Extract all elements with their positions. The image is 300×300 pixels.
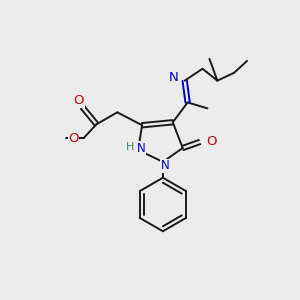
Text: N: N: [169, 71, 179, 84]
Text: H: H: [126, 142, 134, 152]
Text: N: N: [160, 159, 169, 172]
Text: O: O: [206, 135, 217, 148]
Text: O: O: [74, 94, 84, 107]
Text: O: O: [68, 132, 79, 145]
Text: N: N: [137, 142, 146, 154]
